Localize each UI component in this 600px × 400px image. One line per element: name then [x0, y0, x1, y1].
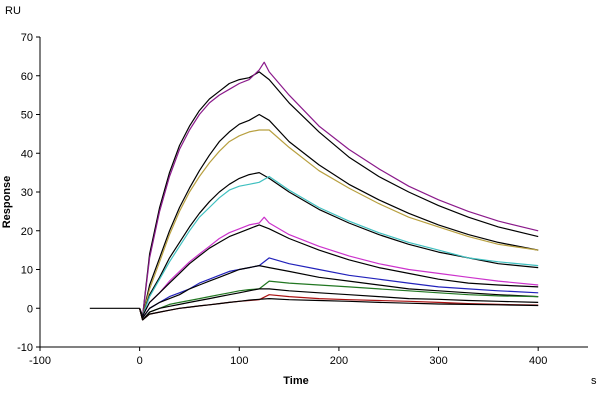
x-tick-label: 100: [230, 355, 248, 367]
y-ticks: -10 0 10 20 30 40 50 60 70: [17, 32, 40, 354]
series-line-11: [139, 280, 539, 321]
y-tick-label: 20: [21, 226, 33, 238]
y-unit-label: RU: [5, 5, 21, 17]
series-line-12: [139, 288, 539, 321]
series-line-14: [139, 298, 539, 321]
y-tick-label: 50: [21, 110, 33, 122]
y-tick-label: 0: [27, 303, 33, 315]
y-tick-label: 70: [21, 32, 33, 44]
x-tick-label: -100: [29, 355, 51, 367]
series-line-1: [89, 71, 539, 317]
y-axis-title: Response: [1, 176, 13, 229]
series-line-9: [139, 257, 539, 319]
x-axis-title: Time: [283, 375, 308, 387]
series-line-5: [139, 172, 539, 317]
x-tick-label: 400: [529, 355, 547, 367]
series-line-8: [139, 224, 539, 317]
y-tick-label: 40: [21, 148, 33, 160]
series-line-6: [139, 175, 539, 317]
series-line-4: [139, 129, 539, 317]
series-group: [89, 61, 539, 321]
series-line-7: [139, 216, 539, 317]
x-unit-label: s: [591, 375, 597, 387]
series-line-2: [139, 61, 539, 317]
x-ticks: -100 0 100 200 300 400: [29, 347, 547, 367]
y-tick-label: 10: [21, 265, 33, 277]
x-tick-label: 0: [137, 355, 143, 367]
y-tick-label: 60: [21, 71, 33, 83]
x-tick-label: 200: [330, 355, 348, 367]
y-tick-label: 30: [21, 187, 33, 199]
series-line-3: [139, 113, 539, 317]
x-tick-label: 300: [429, 355, 447, 367]
series-line-10: [139, 265, 539, 319]
y-tick-label: -10: [17, 342, 33, 354]
